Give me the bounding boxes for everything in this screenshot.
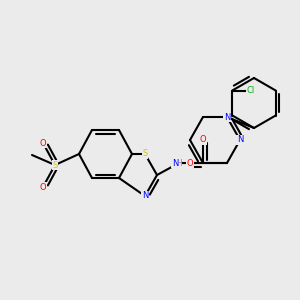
Text: N: N	[237, 136, 243, 145]
Text: H: H	[176, 158, 182, 167]
Text: Cl: Cl	[246, 86, 254, 95]
Text: S: S	[52, 160, 58, 169]
Text: N: N	[172, 158, 178, 167]
Text: N: N	[142, 191, 148, 200]
Text: O: O	[187, 158, 193, 167]
Text: O: O	[40, 139, 46, 148]
Text: O: O	[200, 136, 206, 145]
Text: O: O	[40, 182, 46, 191]
Text: N: N	[224, 112, 230, 122]
Text: S: S	[142, 149, 148, 158]
